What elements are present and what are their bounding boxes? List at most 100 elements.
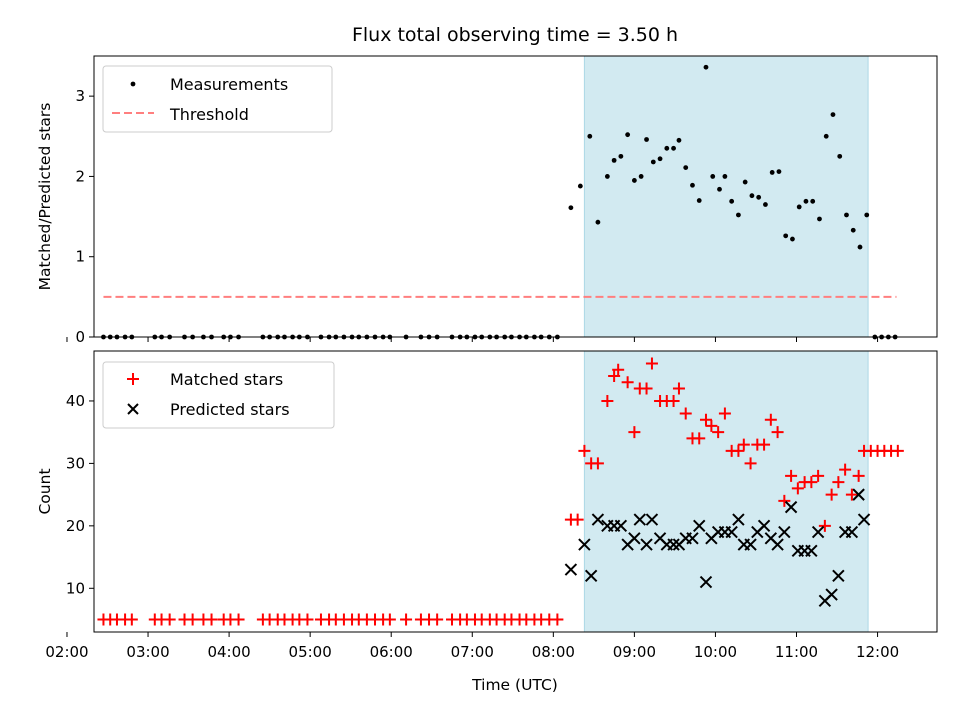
- x-axis-ticks-top: [66, 337, 879, 342]
- matched-star-point: [667, 394, 680, 407]
- predicted-star-point: [667, 538, 680, 551]
- y-tick-label: 20: [66, 517, 85, 535]
- matched-star-point: [383, 613, 396, 626]
- y-tick-label: 1: [75, 248, 85, 266]
- measurement-point: [703, 64, 709, 70]
- matched-star-point: [431, 613, 444, 626]
- measurement-point: [850, 227, 856, 233]
- matched-star-point: [832, 476, 845, 489]
- measurement-point: [690, 182, 695, 188]
- measurement-point: [864, 212, 870, 218]
- matched-star-point: [805, 476, 818, 489]
- predicted-star-point: [757, 519, 771, 533]
- x-tick-label: 02:00: [45, 643, 88, 661]
- measurement-point: [664, 145, 670, 151]
- measurement-point: [810, 198, 816, 204]
- measurement-point: [790, 236, 795, 242]
- measurement-point: [683, 165, 689, 170]
- y-axis-label-top: Matched/Predicted stars: [36, 103, 54, 291]
- x-tick-label: 11:00: [775, 643, 818, 661]
- legend-measurements-label: Measurements: [170, 75, 288, 94]
- matched-star-point: [712, 426, 725, 439]
- measurement-point: [769, 170, 775, 175]
- predicted-star-point: [857, 513, 871, 526]
- predicted-star-point: [811, 525, 825, 539]
- matched-star-point: [628, 426, 641, 439]
- measurement-point: [657, 156, 663, 162]
- axes-frame-top: [93, 55, 938, 338]
- y-axis-ticks-bottom: 10 20 30 40: [66, 392, 94, 597]
- axes-frame-bottom: [93, 350, 938, 633]
- predicted-star-point: [633, 513, 646, 526]
- predicted-star-point: [628, 532, 641, 545]
- measurement-point: [817, 216, 822, 222]
- x-tick-label: 05:00: [289, 643, 332, 661]
- matched-star-point: [400, 613, 413, 626]
- measurement-point: [644, 137, 649, 142]
- ratio-panel: 0 1 2 3 Matched/Predicted stars Measurement…: [36, 55, 938, 346]
- measurement-point: [587, 133, 593, 139]
- matched-star-point: [778, 494, 791, 507]
- y-tick-label: 3: [75, 87, 85, 105]
- x-tick-label: 09:00: [613, 643, 656, 661]
- measurement-point: [631, 178, 637, 183]
- matched-star-point: [608, 369, 621, 382]
- predicted-star-point: [699, 575, 713, 589]
- y-tick-label: 2: [75, 167, 85, 185]
- chart-title: Flux total observing time = 3.50 h: [352, 24, 678, 46]
- matched-star-point: [551, 613, 564, 626]
- measurement-point: [595, 219, 601, 225]
- matched-star-point: [163, 613, 176, 626]
- measurement-point: [830, 112, 836, 118]
- predicted-star-point: [784, 500, 798, 514]
- measurement-point: [776, 169, 782, 175]
- count-points: [97, 357, 904, 626]
- matched-star-point: [758, 438, 771, 451]
- measurement-point: [638, 174, 644, 179]
- legend-predicted-label: Predicted stars: [170, 400, 290, 419]
- y-tick-label: 0: [75, 328, 85, 346]
- legend-frame-top: [102, 65, 333, 133]
- matched-star-point: [232, 613, 245, 626]
- measurement-point: [803, 198, 809, 204]
- predicted-star-point: [725, 525, 738, 539]
- measurement-point: [756, 194, 762, 200]
- x-tick-label: 07:00: [451, 643, 494, 661]
- matched-star-point: [791, 482, 804, 495]
- matched-star-point: [125, 613, 138, 626]
- predicted-star-point: [591, 513, 605, 526]
- matched-star-point: [186, 613, 199, 626]
- matched-star-point: [732, 444, 745, 457]
- x-tick-label: 08:00: [532, 643, 575, 661]
- matched-star-point: [845, 488, 858, 501]
- measurement-point: [736, 212, 741, 218]
- measurement-point: [844, 212, 849, 218]
- measurement-point: [823, 133, 829, 139]
- matched-star-point: [744, 457, 757, 470]
- predicted-star-point: [614, 519, 628, 533]
- measurement-point: [742, 179, 748, 185]
- matched-star-point: [839, 463, 852, 476]
- matched-star-point: [891, 444, 904, 457]
- measurement-point: [696, 198, 702, 203]
- measurement-point: [625, 132, 631, 138]
- measurement-point: [783, 233, 789, 239]
- measurement-point: [729, 198, 735, 204]
- predicted-star-point: [744, 538, 757, 551]
- measurement-point: [857, 244, 863, 250]
- matched-star-point: [205, 613, 218, 626]
- y-axis-ticks-top: 0 1 2 3: [75, 87, 94, 346]
- legend-predicted-marker: [127, 403, 139, 415]
- measurement-point: [568, 205, 574, 211]
- measurement-point: [837, 153, 843, 159]
- matched-star-point: [852, 469, 865, 482]
- measurement-point: [722, 174, 728, 179]
- predicted-star-point: [778, 525, 791, 539]
- predicted-star-point: [564, 563, 578, 576]
- matched-star-point: [812, 469, 825, 482]
- x-tick-label: 10:00: [694, 643, 737, 661]
- matched-star-point: [591, 457, 604, 470]
- measurement-point: [763, 202, 768, 207]
